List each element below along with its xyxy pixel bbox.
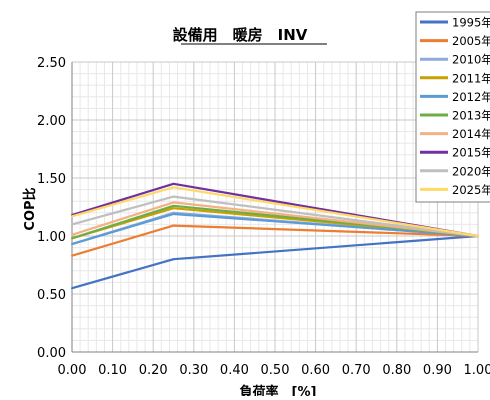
data-point: [172, 195, 175, 198]
legend-label: 2010年: [452, 53, 490, 67]
data-point: [71, 254, 73, 257]
legend: 1995年 2005年 2010年 2011年 2012年 2013年 2014年 2015年…: [415, 11, 490, 203]
y-tick-label: 2.50: [37, 56, 66, 71]
legend-label: 2025年: [452, 183, 490, 197]
data-point: [172, 204, 175, 207]
tick-labels: 0.00 0.10 0.20 0.30 0.40 0.50 0.60 0.70 0.80 0.90…: [37, 56, 490, 378]
legend-label: 2012年: [452, 90, 490, 104]
x-tick-label: 0.10: [98, 363, 127, 378]
data-point: [71, 287, 73, 290]
x-tick-label: 0.60: [301, 363, 330, 378]
data-point: [71, 223, 73, 226]
legend-label: 1995年: [452, 16, 490, 30]
data-point: [172, 186, 175, 189]
x-tick-label: 0.70: [342, 363, 371, 378]
data-point: [172, 207, 175, 210]
series-lines: [71, 182, 479, 290]
data-point: [477, 235, 479, 237]
data-point: [172, 212, 175, 215]
legend-label: 2015年: [452, 146, 490, 160]
x-tick-label: 0.30: [179, 363, 208, 378]
data-point: [172, 258, 175, 261]
x-tick-label: 0.90: [423, 363, 452, 378]
x-axis-label: 負荷率 [%]: [240, 384, 317, 396]
data-point: [71, 237, 73, 240]
data-point: [172, 201, 175, 204]
x-tick-label: 0.20: [139, 363, 168, 378]
y-tick-label: 0.00: [37, 346, 66, 361]
legend-label: 2013年: [452, 109, 490, 123]
legend-label: 2014年: [452, 127, 490, 141]
y-axis-label: COP比: [22, 187, 38, 230]
data-point: [71, 233, 73, 236]
x-tick-label: 1.00: [464, 363, 490, 378]
data-point: [172, 224, 175, 227]
x-tick-label: 0.00: [58, 363, 87, 378]
legend-items: 1995年 2005年 2010年 2011年 2012年 2013年 2014年 2015年…: [420, 16, 490, 197]
x-tick-label: 0.40: [220, 363, 249, 378]
data-point: [172, 182, 175, 185]
y-tick-label: 1.00: [37, 230, 66, 245]
legend-label: 2011年: [452, 71, 490, 85]
axes: [71, 62, 478, 353]
y-tick-label: 0.50: [37, 288, 66, 303]
chart-title: 設備用 暖房 INV: [173, 26, 308, 44]
x-tick-label: 0.80: [382, 363, 411, 378]
x-tick-label: 0.50: [261, 363, 290, 378]
y-tick-label: 1.50: [37, 172, 66, 187]
legend-label: 2005年: [452, 34, 490, 48]
data-point: [71, 215, 73, 218]
legend-label: 2020年: [452, 164, 490, 178]
y-tick-label: 2.00: [37, 114, 66, 129]
data-point: [71, 243, 73, 246]
